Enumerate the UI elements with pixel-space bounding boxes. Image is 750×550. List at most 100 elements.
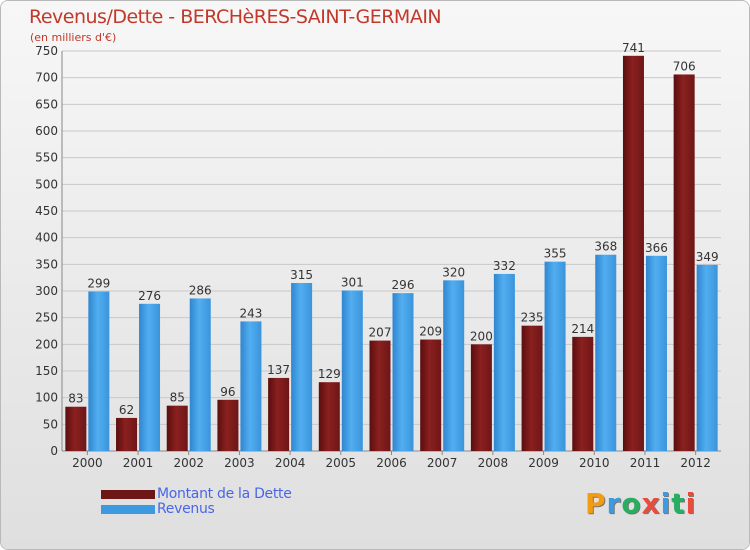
bar-revenus: [291, 283, 313, 451]
bar-revenus: [392, 293, 414, 451]
y-tick-label: 500: [35, 177, 58, 191]
x-tick-label: 2007: [427, 456, 458, 470]
x-tick-label: 2006: [376, 456, 407, 470]
bar-dette: [217, 399, 239, 451]
logo-letter: o: [621, 487, 642, 520]
x-tick-label: 2001: [123, 456, 154, 470]
bar-revenus: [139, 303, 161, 451]
bar-revenus: [88, 291, 110, 451]
y-tick-label: 200: [35, 337, 58, 351]
chart-title: Revenus/Dette - BERCHèRES-SAINT-GERMAIN: [29, 6, 442, 28]
bar-revenus: [493, 273, 515, 451]
x-tick-label: 2002: [173, 456, 204, 470]
data-label: 349: [696, 250, 719, 264]
bar-dette: [470, 344, 492, 451]
y-tick-label: 550: [35, 151, 58, 165]
legend-label-dette: Montant de la Dette: [157, 486, 292, 502]
logo-letter: i: [660, 487, 672, 520]
logo-letter: r: [606, 487, 622, 520]
logo-letter: i: [685, 487, 697, 520]
data-label: 332: [493, 259, 516, 273]
y-tick-label: 0: [50, 444, 58, 458]
y-tick-label: 350: [35, 257, 58, 271]
y-tick-label: 650: [35, 97, 58, 111]
bar-dette: [116, 417, 138, 451]
data-label: 200: [470, 329, 493, 343]
data-label: 207: [369, 326, 392, 340]
y-tick-label: 450: [35, 204, 58, 218]
bar-revenus: [595, 254, 617, 451]
bar-revenus: [443, 280, 465, 451]
bar-dette: [521, 325, 543, 451]
legend-swatch-dette: [101, 490, 155, 499]
bar-revenus: [240, 321, 262, 451]
y-tick-label: 50: [43, 417, 58, 431]
bar-revenus: [696, 264, 718, 451]
y-tick-label: 150: [35, 364, 58, 378]
x-tick-label: 2004: [275, 456, 306, 470]
data-label: 706: [673, 59, 696, 73]
bar-revenus: [189, 298, 211, 451]
y-tick-label: 400: [35, 231, 58, 245]
y-tick-label: 700: [35, 71, 58, 85]
data-label: 137: [267, 363, 290, 377]
data-label: 301: [341, 275, 364, 289]
bar-dette: [420, 339, 442, 451]
data-label: 96: [220, 385, 235, 399]
axes: 0 50 100 150 200 250 300 350 400 450 500 550 600 650 7…: [35, 44, 721, 470]
data-label: 741: [622, 41, 645, 55]
data-label: 296: [392, 278, 415, 292]
bar-revenus: [645, 255, 667, 451]
data-label: 320: [442, 265, 465, 279]
bar-dette: [268, 377, 290, 451]
data-label: 62: [119, 403, 134, 417]
bar-dette: [318, 382, 340, 451]
data-label: 129: [318, 367, 341, 381]
data-label: 209: [419, 325, 442, 339]
data-label: 235: [521, 311, 544, 325]
bars: [65, 55, 718, 452]
chart-subtitle: (en milliers d'€): [30, 31, 117, 44]
data-label: 85: [170, 391, 185, 405]
y-tick-label: 750: [35, 44, 58, 58]
bar-revenus: [544, 261, 566, 451]
data-label: 214: [571, 322, 594, 336]
data-label: 243: [239, 306, 262, 320]
bar-dette: [166, 405, 188, 451]
proxiti-logo: Proxiti: [585, 487, 696, 520]
data-label: 83: [68, 392, 83, 406]
data-label: 276: [138, 289, 161, 303]
bar-dette: [622, 55, 644, 452]
x-tick-label: 2010: [579, 456, 610, 470]
x-tick-label: 2008: [478, 456, 509, 470]
x-tick-label: 2009: [528, 456, 559, 470]
bar-dette: [65, 406, 87, 451]
y-tick-label: 300: [35, 284, 58, 298]
data-label: 368: [594, 240, 617, 254]
logo-letter: t: [671, 487, 686, 520]
data-label: 286: [189, 283, 212, 297]
y-tick-label: 100: [35, 391, 58, 405]
data-label: 355: [544, 247, 567, 261]
x-tick-label: 2012: [680, 456, 711, 470]
logo-letter: P: [585, 487, 607, 520]
x-tick-label: 2011: [630, 456, 661, 470]
legend-label-revenus: Revenus: [157, 501, 215, 517]
data-label: 299: [87, 277, 110, 291]
grid-lines: [62, 50, 721, 452]
data-label: 366: [645, 241, 668, 255]
x-tick-label: 2005: [326, 456, 357, 470]
data-labels: 83 299 62 276 85 286 96 243 137 315 129 301 207 296 20…: [68, 41, 718, 417]
data-label: 315: [290, 268, 313, 282]
bar-dette: [369, 340, 391, 451]
bar-dette: [572, 336, 594, 451]
legend-swatch-revenus: [101, 505, 155, 514]
x-tick-label: 2003: [224, 456, 255, 470]
bar-revenus: [341, 290, 363, 451]
x-tick-label: 2000: [72, 456, 103, 470]
y-tick-label: 600: [35, 124, 58, 138]
logo-letter: x: [641, 487, 661, 520]
y-tick-label: 250: [35, 311, 58, 325]
